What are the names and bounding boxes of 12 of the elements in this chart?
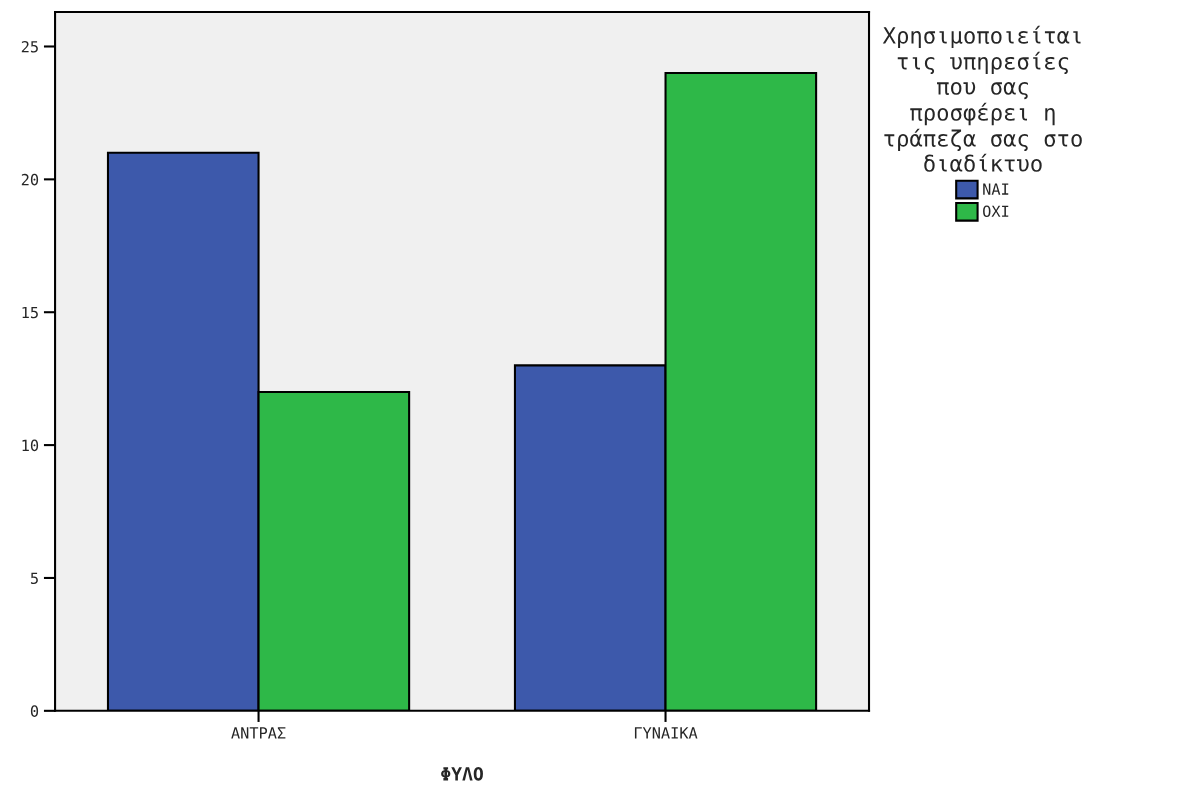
y-tick-label: 0	[30, 705, 39, 717]
x-tick-label: ΓΥΝΑΙΚΑ	[634, 727, 698, 739]
y-tick-label: 20	[21, 173, 39, 186]
y-tick-label: 25	[21, 40, 38, 53]
legend-label: ΝΑΙ	[983, 183, 1009, 195]
legend-title: Χρησιμοποιείται τις υπηρεσίες που σας προσφέρει η τράπεζα σας στο διαδίκτυο	[882, 25, 1082, 172]
x-axis-title: ΦΥΛΟ	[441, 766, 483, 781]
y-tick-label: 5	[30, 572, 38, 585]
y-tick-label: 15	[22, 306, 38, 319]
y-tick-label: 10	[22, 439, 39, 452]
legend-label: ΟΧΙ	[983, 205, 1009, 218]
x-tick-label: ΑΝΤΡΑΣ	[231, 727, 286, 739]
